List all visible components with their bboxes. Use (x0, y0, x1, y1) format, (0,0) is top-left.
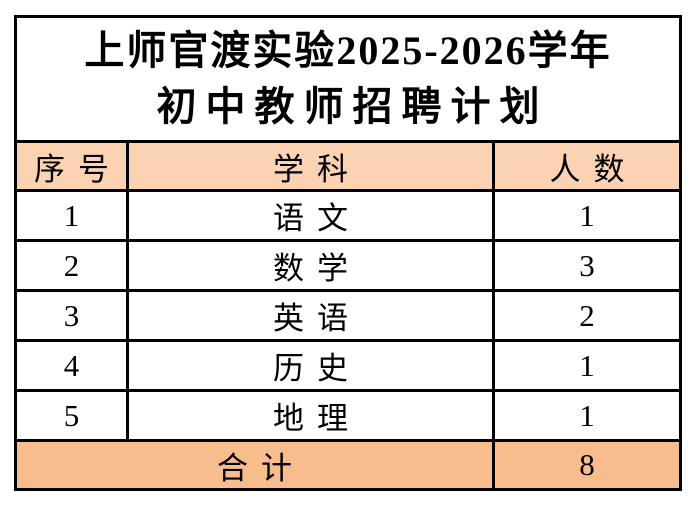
row-4-count: 1 (491, 339, 683, 392)
row-1-subject: 语文 (126, 189, 495, 242)
row-1-count: 1 (491, 189, 683, 242)
table-row-5: 5 地理 1 (14, 389, 683, 442)
total-label: 合计 (14, 439, 495, 491)
title-line-2: 初中教师招聘计划 (156, 84, 549, 129)
total-value: 8 (491, 439, 683, 491)
column-header-subject: 学科 (126, 140, 495, 192)
row-3-no: 3 (14, 289, 129, 342)
row-5-subject: 地理 (126, 389, 495, 442)
row-4-subject: 历史 (126, 339, 495, 392)
row-4-no: 4 (14, 339, 129, 392)
title-row: 上师官渡实验2025-2026学年 初中教师招聘计划 (13, 15, 683, 143)
row-5-no: 5 (14, 389, 129, 442)
table-row-3: 3 英语 2 (14, 289, 683, 342)
header-row: 序号 学科 人数 (14, 140, 683, 192)
recruitment-table: 上师官渡实验2025-2026学年 初中教师招聘计划 序号 学科 人数 1 语文… (13, 15, 683, 491)
column-header-count: 人数 (491, 140, 683, 192)
row-5-count: 1 (491, 389, 683, 442)
row-2-no: 2 (14, 239, 129, 292)
table-row-2: 2 数学 3 (14, 239, 683, 292)
row-2-count: 3 (491, 239, 683, 292)
title-line-1: 上师官渡实验2025-2026学年 (84, 28, 612, 73)
row-1-no: 1 (14, 189, 129, 242)
total-row: 合计 8 (14, 439, 683, 491)
row-3-subject: 英语 (126, 289, 495, 342)
table-row-1: 1 语文 1 (14, 189, 683, 242)
table-row-4: 4 历史 1 (14, 339, 683, 392)
row-2-subject: 数学 (126, 239, 495, 292)
row-3-count: 2 (491, 289, 683, 342)
table-title: 上师官渡实验2025-2026学年 初中教师招聘计划 (13, 15, 683, 143)
column-header-no: 序号 (14, 140, 129, 192)
